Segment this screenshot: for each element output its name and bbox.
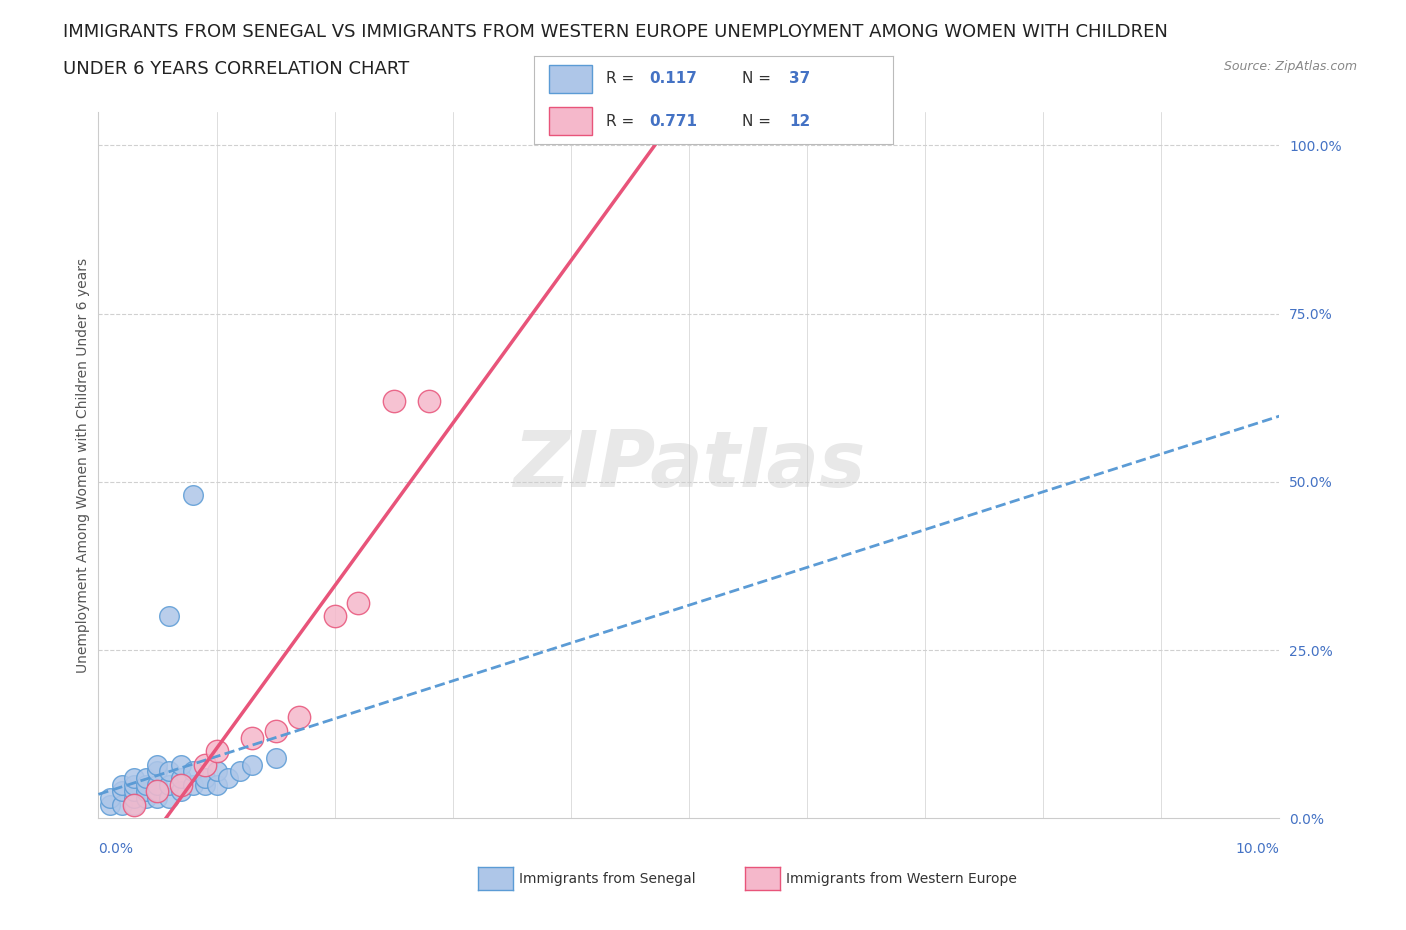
Point [194,777,217,792]
Point [122,798,145,813]
Point [135,771,157,786]
Point [135,790,157,805]
Text: 37: 37 [789,72,810,86]
Point [98,798,121,813]
Point [264,724,287,738]
Point [288,710,311,724]
Text: IMMIGRANTS FROM SENEGAL VS IMMIGRANTS FROM WESTERN EUROPE UNEMPLOYMENT AMONG WOM: IMMIGRANTS FROM SENEGAL VS IMMIGRANTS FR… [63,23,1168,41]
Point [157,764,180,778]
Point [122,771,145,786]
Point [217,771,239,786]
Text: 0.771: 0.771 [650,113,697,128]
Point [146,757,169,772]
Point [170,771,193,786]
Point [135,784,157,799]
Bar [548,107,592,136]
Point [122,784,145,799]
Point [146,777,169,792]
Point [146,790,169,805]
Point [111,784,134,799]
Text: 10.0%: 10.0% [1236,842,1279,856]
Point [146,784,169,799]
Point [98,790,121,805]
Text: R =: R = [606,72,640,86]
Point [122,798,145,813]
Point [111,777,134,792]
Point [194,757,217,772]
Point [146,764,169,778]
Text: N =: N = [742,113,776,128]
Point [205,764,228,778]
Point [170,784,193,799]
Text: 12: 12 [789,113,810,128]
Y-axis label: Unemployment Among Women with Children Under 6 years: Unemployment Among Women with Children U… [76,258,90,672]
Text: Source: ZipAtlas.com: Source: ZipAtlas.com [1223,60,1357,73]
Text: R =: R = [606,113,640,128]
Point [323,609,346,624]
Point [157,777,180,792]
Text: ZIPatlas: ZIPatlas [513,427,865,503]
Point [194,771,217,786]
Point [240,757,263,772]
Point [135,777,157,792]
Text: 0.0%: 0.0% [98,842,134,856]
Point [418,393,440,408]
Point [205,777,228,792]
Bar [548,65,592,93]
Point [181,764,204,778]
Point [170,777,193,792]
Point [181,488,204,503]
Text: UNDER 6 YEARS CORRELATION CHART: UNDER 6 YEARS CORRELATION CHART [63,60,409,78]
Point [205,744,228,759]
Point [264,751,287,765]
Text: Immigrants from Senegal: Immigrants from Senegal [519,871,696,886]
Point [111,798,134,813]
Text: Immigrants from Western Europe: Immigrants from Western Europe [786,871,1017,886]
Point [122,790,145,805]
Point [240,730,263,745]
Point [170,757,193,772]
Point [157,790,180,805]
Text: N =: N = [742,72,776,86]
Point [157,609,180,624]
Point [146,784,169,799]
Point [122,777,145,792]
Point [347,595,370,610]
Point [229,764,252,778]
Point [181,777,204,792]
Text: 0.117: 0.117 [650,72,697,86]
Point [382,393,405,408]
